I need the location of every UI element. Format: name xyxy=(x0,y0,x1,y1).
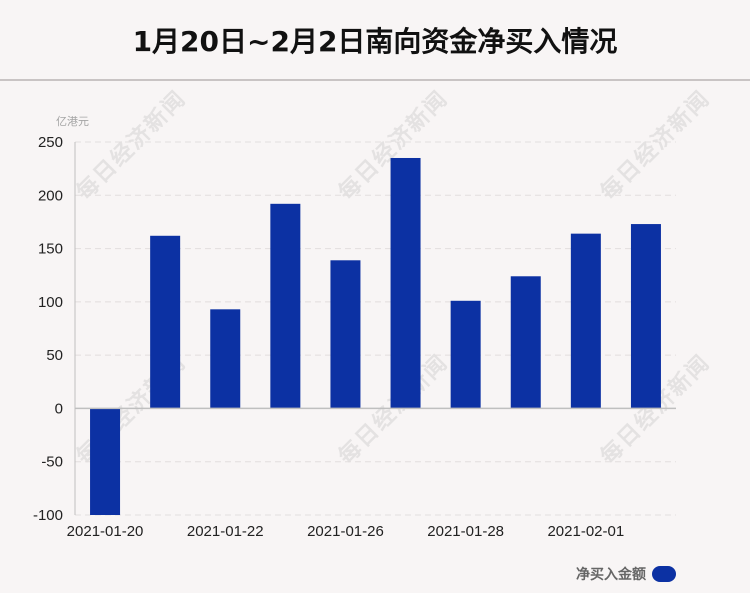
bar xyxy=(450,300,481,409)
y-tick-label: 250 xyxy=(38,134,63,151)
y-unit-label: 亿港元 xyxy=(56,115,89,128)
x-tick-label: 2021-01-28 xyxy=(427,523,504,540)
bar xyxy=(150,235,181,409)
chart-title: 1月20日~2月2日南向资金净买入情况 xyxy=(132,25,618,58)
y-tick-label: 50 xyxy=(46,347,63,364)
header-bar: 1月20日~2月2日南向资金净买入情况 xyxy=(0,0,750,81)
bar xyxy=(570,233,601,409)
y-tick-label: 100 xyxy=(38,294,63,311)
legend: 净买入金额 xyxy=(576,564,676,584)
y-tick-label: 0 xyxy=(55,400,63,417)
bar xyxy=(270,203,301,409)
bar xyxy=(210,309,241,409)
bar xyxy=(630,224,661,409)
bar xyxy=(510,276,541,409)
bar xyxy=(390,157,421,409)
legend-swatch xyxy=(652,566,676,582)
x-tick-label: 2021-02-01 xyxy=(547,523,624,540)
y-tick-label: 200 xyxy=(38,187,63,204)
x-tick-label: 2021-01-20 xyxy=(67,523,144,540)
legend-label: 净买入金额 xyxy=(576,567,646,583)
x-tick-label: 2021-01-22 xyxy=(187,523,264,540)
y-tick-label: 150 xyxy=(38,241,63,258)
y-tick-label: -50 xyxy=(41,454,63,471)
bar xyxy=(90,408,121,515)
x-tick-label: 2021-01-26 xyxy=(307,523,384,540)
bar xyxy=(330,260,361,409)
y-tick-label: -100 xyxy=(33,507,63,524)
